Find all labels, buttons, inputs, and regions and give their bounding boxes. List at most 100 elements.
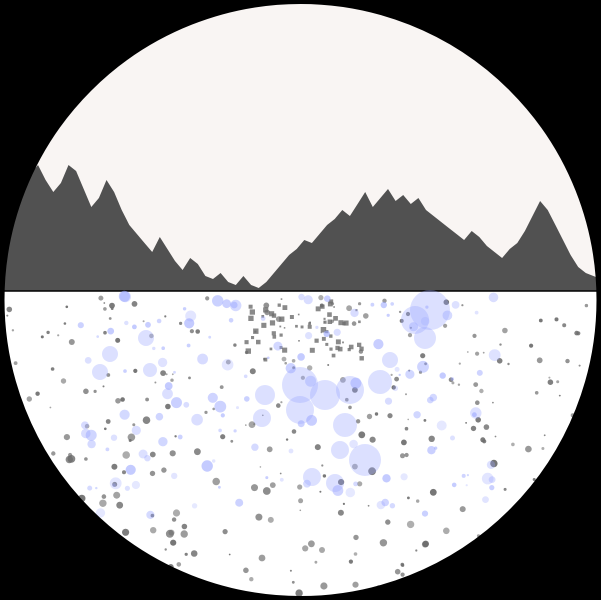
bubble	[267, 356, 270, 360]
bubble	[177, 434, 183, 440]
stone	[249, 577, 254, 582]
stone	[465, 422, 467, 424]
bubble	[429, 393, 438, 402]
stone	[181, 523, 188, 530]
bubble	[124, 485, 130, 491]
stone	[277, 303, 281, 307]
bubble	[488, 476, 496, 483]
bubble	[488, 292, 499, 303]
stone	[479, 388, 484, 394]
stone	[115, 398, 121, 404]
stone	[499, 343, 502, 346]
stone	[263, 302, 270, 309]
stone	[323, 317, 326, 320]
stone	[165, 373, 168, 376]
stone	[169, 450, 176, 457]
stone	[251, 336, 255, 340]
stone	[6, 314, 9, 317]
stone	[284, 361, 288, 365]
bubble	[353, 481, 358, 487]
stone	[315, 306, 321, 312]
stone	[337, 346, 343, 352]
stone	[262, 487, 271, 495]
stone	[283, 327, 286, 329]
bubble	[436, 420, 447, 431]
stone	[176, 562, 182, 567]
stone	[256, 339, 261, 345]
stone	[331, 353, 336, 358]
bubble	[260, 316, 266, 321]
stone	[225, 359, 231, 365]
stone	[346, 305, 352, 312]
bubble	[288, 448, 294, 454]
stone	[295, 589, 303, 597]
stone	[369, 436, 376, 443]
bubble	[373, 339, 384, 350]
bubble	[156, 318, 162, 324]
stone	[131, 301, 138, 307]
bubble	[186, 343, 191, 348]
bubble	[368, 370, 392, 394]
bubble	[421, 510, 429, 517]
stone	[387, 413, 393, 419]
bubble	[201, 460, 213, 472]
stone	[40, 335, 44, 339]
stone	[358, 431, 366, 439]
stone	[266, 446, 273, 453]
bubble	[112, 483, 116, 488]
bubble	[102, 346, 118, 362]
stone	[429, 488, 437, 496]
bubble	[398, 373, 401, 377]
bubble	[472, 412, 477, 418]
stone	[120, 397, 125, 402]
terrain-silhouette	[2, 165, 599, 291]
bubble	[87, 439, 96, 449]
stone	[473, 382, 479, 387]
stone	[280, 298, 283, 300]
stone	[541, 447, 545, 450]
stone	[321, 336, 326, 341]
stone	[374, 412, 379, 416]
stone	[104, 427, 107, 431]
bubble	[427, 396, 434, 404]
bubble	[143, 363, 157, 377]
stone	[68, 339, 75, 345]
stone	[448, 377, 454, 383]
stone	[65, 455, 74, 464]
stone	[416, 499, 420, 503]
stone	[263, 307, 269, 313]
bubble	[439, 372, 446, 379]
bubble	[212, 295, 224, 307]
stone	[282, 347, 288, 353]
stone	[279, 472, 282, 475]
bubble	[85, 429, 97, 441]
bubble	[124, 320, 129, 326]
stone	[248, 315, 254, 321]
bubble	[425, 305, 429, 309]
stone	[302, 545, 309, 552]
bubble	[303, 479, 311, 488]
bubble	[282, 367, 318, 403]
bubble	[434, 446, 438, 450]
stone	[314, 338, 319, 343]
bubble	[138, 330, 154, 346]
stone	[368, 467, 376, 476]
stone	[170, 378, 174, 382]
stone	[84, 457, 88, 461]
stone	[133, 368, 138, 373]
bubble	[146, 510, 155, 519]
stone	[353, 534, 359, 541]
bubble	[183, 401, 190, 408]
bubble	[310, 380, 340, 410]
stone	[367, 504, 370, 507]
stone	[355, 419, 361, 424]
bubble	[380, 301, 387, 309]
stone	[222, 529, 228, 535]
bubble	[251, 443, 259, 451]
stone	[60, 378, 67, 384]
stone	[404, 452, 409, 458]
bubble	[427, 446, 436, 455]
bubble	[303, 468, 321, 486]
stone	[282, 305, 288, 310]
